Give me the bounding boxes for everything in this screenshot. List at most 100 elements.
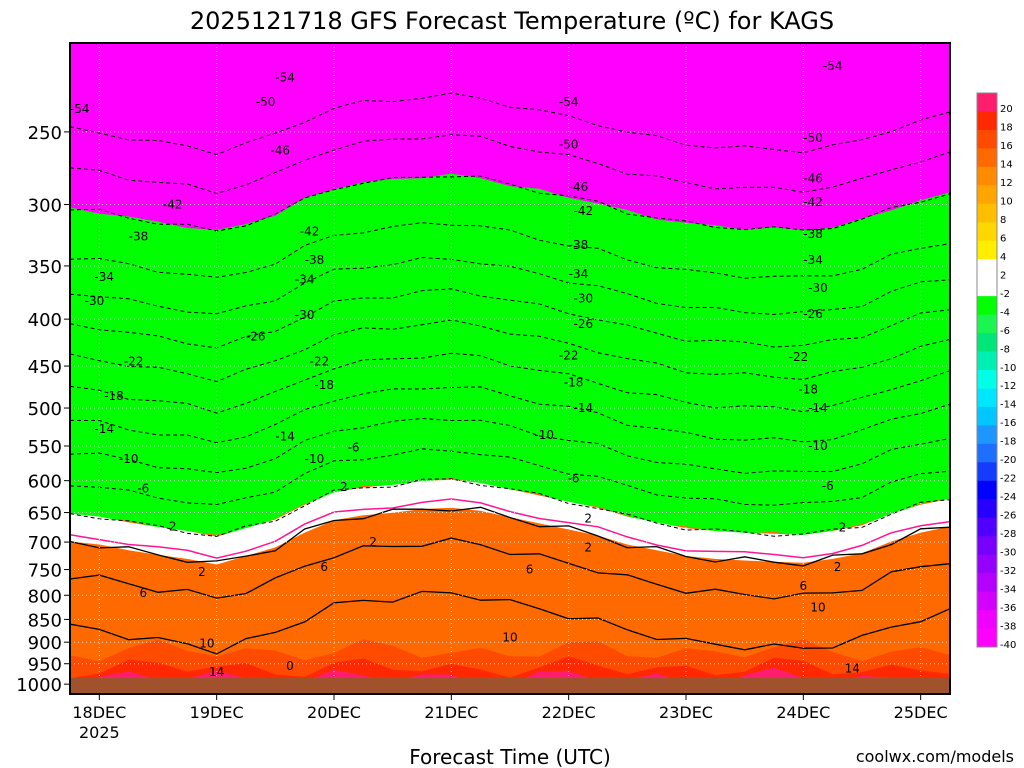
contour-label: -50 — [256, 95, 276, 109]
colorbar-swatch — [977, 314, 997, 334]
contour-label: 2 — [198, 565, 206, 579]
colorbar-swatch — [977, 296, 997, 316]
contour-label: -18 — [104, 389, 124, 403]
colorbar-label: -32 — [1000, 566, 1016, 577]
colorbar-swatch — [977, 610, 997, 630]
contour-label: -42 — [300, 224, 320, 238]
colorbar-label: -38 — [1000, 621, 1016, 632]
isotherm-negative — [70, 386, 950, 444]
contour-label: -54 — [823, 59, 843, 73]
contour-label: -54 — [275, 70, 295, 84]
y-axis: 2503003504004505005506006507007508008509… — [16, 123, 70, 696]
y-tick-label: 1000 — [16, 675, 62, 696]
plot-area: -54 -54 -54 -54 -50 -50 -50 -46 -46 -46 -42 -42 -42 -… — [70, 43, 950, 694]
x-axis-label: Forecast Time (UTC) — [409, 745, 611, 768]
contour-label: -54 — [70, 102, 90, 116]
y-tick-label: 500 — [28, 399, 62, 420]
contour-label: -54 — [559, 95, 579, 109]
contour-label: -38 — [305, 253, 325, 267]
y-tick-label: 850 — [28, 610, 62, 631]
contour-label: -26 — [574, 317, 594, 331]
colorbar-label: 4 — [1000, 252, 1006, 263]
contour-label: -22 — [124, 355, 144, 369]
contour-label: 14 — [845, 662, 860, 676]
colorbar-label: -28 — [1000, 529, 1016, 540]
contour-label: -30 — [295, 308, 315, 322]
y-tick-label: 950 — [28, 655, 62, 676]
contour-label: -30 — [85, 294, 105, 308]
colorbar-label: -34 — [1000, 584, 1016, 595]
contour-label: -22 — [789, 350, 809, 364]
chart-title: 2025121718 GFS Forecast Temperature (ºC)… — [190, 7, 834, 35]
colorbar-swatch — [977, 148, 997, 168]
colorbar-label: -6 — [1000, 326, 1010, 337]
contour-label: 2 — [839, 521, 847, 535]
y-tick-label: 350 — [28, 257, 62, 278]
ground-strip — [70, 678, 950, 694]
contour-label: -42 — [574, 204, 594, 218]
contour-label: -10 — [119, 452, 139, 466]
x-tick-label: 21DEC — [424, 703, 478, 722]
credit-text: coolwx.com/models — [856, 747, 1014, 766]
colorbar-swatch — [977, 462, 997, 482]
colorbar-swatch — [977, 111, 997, 131]
colorbar-swatch — [977, 480, 997, 500]
contour-label: 2 — [584, 541, 592, 555]
contour-label: 6 — [320, 560, 328, 574]
contour-label: -46 — [569, 180, 589, 194]
freezing-line — [70, 498, 950, 559]
colorbar-swatch — [977, 259, 997, 279]
contour-label: -18 — [798, 382, 818, 396]
y-tick-label: 800 — [28, 586, 62, 607]
contour-label: -50 — [803, 131, 823, 145]
x-tick-label: 24DEC — [776, 703, 830, 722]
contour-label: 6 — [140, 586, 148, 600]
y-tick-label: 400 — [28, 310, 62, 331]
colorbar-label: 6 — [1000, 234, 1006, 245]
contour-label: 2 — [340, 480, 348, 494]
colorbar-label: 18 — [1000, 123, 1013, 134]
contour-label: -50 — [559, 137, 579, 151]
colorbar-swatch — [977, 185, 997, 205]
colorbar-label: 14 — [1000, 160, 1013, 171]
contour-label: -10 — [808, 439, 828, 453]
colorbar-swatch — [977, 388, 997, 408]
contour-labels: -54 -54 -54 -54 -50 -50 -50 -46 -46 -46 -42 -42 -42 -… — [70, 59, 860, 679]
contour-label: 2 — [369, 535, 377, 549]
contour-label: -14 — [94, 422, 114, 436]
grid-lines — [70, 43, 950, 694]
isotherm-positive — [70, 590, 950, 655]
contour-label: -34 — [803, 253, 823, 267]
y-tick-label: 700 — [28, 533, 62, 554]
contour-label: -38 — [803, 227, 823, 241]
colorbar-label: -30 — [1000, 547, 1016, 558]
colorbar-swatch — [977, 573, 997, 593]
x-tick-sublabel: 2025 — [79, 723, 120, 742]
band-near-zero — [70, 479, 950, 565]
colorbar-label: -26 — [1000, 511, 1016, 522]
contour-label: 10 — [199, 637, 214, 651]
y-tick-label: 600 — [28, 472, 62, 493]
colorbar-swatch — [977, 222, 997, 242]
colorbar-label: 2 — [1000, 270, 1006, 281]
contour-label: -22 — [559, 348, 579, 362]
isotherm-positive — [70, 537, 950, 600]
contour-label: -30 — [808, 281, 828, 295]
y-tick-label: 650 — [28, 504, 62, 525]
x-tick-label: 25DEC — [894, 703, 948, 722]
y-tick-label: 750 — [28, 561, 62, 582]
isotherm-negative — [70, 448, 950, 506]
contour-label: 2 — [834, 560, 842, 574]
contour-label: -18 — [564, 376, 584, 390]
colorbar-label: 12 — [1000, 178, 1013, 189]
y-tick-label: 300 — [28, 196, 62, 217]
colorbar-label: -16 — [1000, 418, 1016, 429]
isotherm-positive — [70, 506, 950, 567]
colorbar-label: 10 — [1000, 197, 1013, 208]
isotherm-negative — [70, 134, 950, 195]
contour-label: -6 — [568, 472, 580, 486]
colorbar-swatch — [977, 443, 997, 463]
colorbar-label: 16 — [1000, 141, 1013, 152]
